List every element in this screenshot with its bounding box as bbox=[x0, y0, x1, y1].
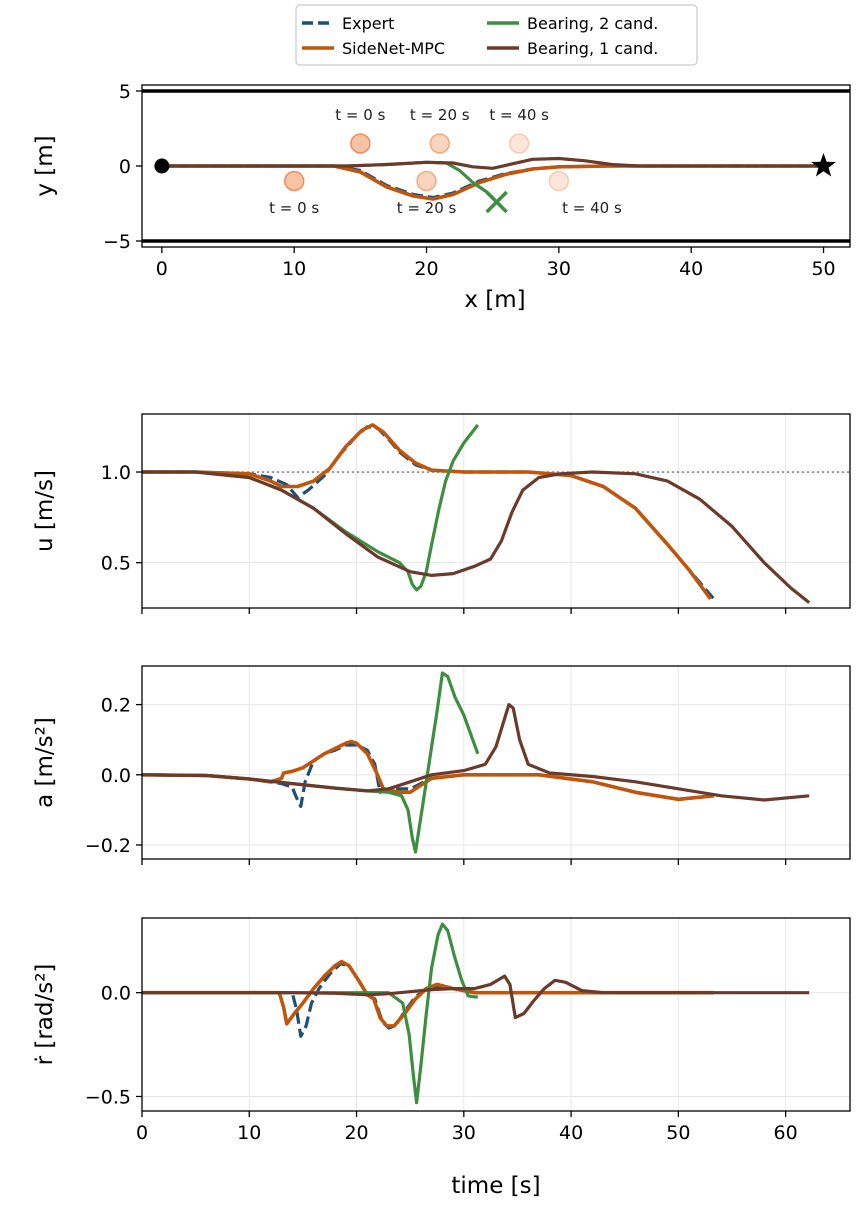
obstacle-marker bbox=[548, 170, 570, 192]
x-tick-label: 10 bbox=[237, 1122, 261, 1144]
series-line-bearing-1-cand bbox=[142, 703, 810, 802]
x-tick-label: 60 bbox=[774, 1122, 798, 1144]
crash-marker bbox=[485, 190, 508, 214]
y-axis-label: y [m] bbox=[32, 135, 58, 196]
y-tick-label: 0.0 bbox=[101, 983, 131, 1005]
time-annotation: t = 0 s bbox=[269, 199, 319, 217]
acceleration-panel: −0.2 0.0 0.2 a [m/s²] bbox=[32, 665, 851, 865]
x-tick-label: 10 bbox=[282, 258, 306, 280]
series-line-sidenet-mpc bbox=[142, 739, 714, 802]
axes-frame bbox=[141, 917, 851, 1112]
y-tick-label: 5 bbox=[119, 81, 131, 103]
series-line-sidenet-mpc bbox=[161, 164, 824, 201]
x-tick-label: 0 bbox=[156, 258, 168, 280]
legend-box bbox=[295, 4, 698, 66]
y-tick-label: −5 bbox=[103, 231, 131, 253]
series-line-bearing-2-cand bbox=[142, 922, 478, 1105]
time-annotation: t = 20 s bbox=[410, 106, 470, 124]
time-annotation: t = 20 s bbox=[397, 199, 457, 217]
series-line-sidenet-mpc bbox=[142, 423, 712, 600]
y-tick-label: 0 bbox=[119, 156, 131, 178]
y-tick-label: 1.0 bbox=[101, 462, 131, 484]
speed-panel: 0.5 1.0 u [m/s] bbox=[32, 413, 851, 614]
axes-frame bbox=[141, 413, 851, 609]
y-axis-label: u [m/s] bbox=[32, 470, 58, 552]
obstacle-marker bbox=[508, 133, 530, 154]
y-tick-label: −0.2 bbox=[85, 835, 131, 857]
x-axis-label: x [m] bbox=[464, 287, 525, 313]
x-tick-label: 40 bbox=[679, 258, 703, 280]
y-tick-label: 0.5 bbox=[101, 553, 131, 575]
goal-marker bbox=[811, 153, 836, 177]
x-axis-label: time [s] bbox=[451, 1173, 540, 1199]
trajectory-panel: t = 0 s t = 20 s t = 40 s t = 0 s t = 20 s t … bbox=[32, 81, 851, 313]
legend: Expert SideNet-MPC Bearing, 2 cand. Bearing… bbox=[295, 4, 698, 66]
series-line-bearing-1-cand bbox=[161, 156, 824, 170]
x-tick-label: 30 bbox=[547, 258, 571, 280]
x-tick-label: 50 bbox=[811, 258, 835, 280]
legend-label: Expert bbox=[342, 14, 394, 33]
legend-label: Bearing, 1 cand. bbox=[527, 39, 658, 58]
series-group bbox=[142, 922, 810, 1105]
y-axis-label: a [m/s²] bbox=[32, 717, 58, 808]
legend-label: Bearing, 2 cand. bbox=[527, 14, 658, 33]
x-tick-label: 50 bbox=[666, 1122, 690, 1144]
legend-label: SideNet-MPC bbox=[342, 39, 445, 58]
x-tick-label: 20 bbox=[414, 258, 438, 280]
start-marker bbox=[154, 158, 170, 174]
obstacle-marker bbox=[416, 170, 437, 192]
series-line-expert bbox=[161, 164, 824, 200]
series-group bbox=[142, 423, 811, 604]
y-tick-label: 0.0 bbox=[101, 765, 131, 787]
y-tick-label: 0.2 bbox=[101, 695, 131, 717]
obstacle-marker bbox=[350, 133, 371, 154]
x-tick-label: 0 bbox=[136, 1122, 148, 1144]
series-group bbox=[142, 671, 810, 854]
obstacle-marker bbox=[283, 170, 305, 192]
series-line-expert bbox=[142, 425, 716, 600]
yaw-acceleration-panel: 0 10 20 30 40 50 60 −0.5 0.0 time [s] ṙ [rad/s²] bbox=[32, 917, 851, 1199]
x-tick-label: 40 bbox=[559, 1122, 583, 1144]
time-annotation: t = 40 s bbox=[489, 106, 549, 124]
axes-frame bbox=[141, 665, 851, 860]
y-tick-label: −0.5 bbox=[85, 1086, 131, 1108]
series-line-bearing-1-cand bbox=[142, 974, 810, 1020]
x-tick-label: 30 bbox=[452, 1122, 476, 1144]
time-annotation: t = 40 s bbox=[562, 199, 622, 217]
y-axis-label: ṙ [rad/s²] bbox=[32, 964, 58, 1066]
time-annotation: t = 0 s bbox=[335, 106, 385, 124]
obstacle-marker bbox=[429, 133, 451, 154]
series-line-bearing-1-cand bbox=[142, 470, 811, 604]
x-tick-label: 20 bbox=[344, 1122, 368, 1144]
series-group bbox=[161, 156, 824, 204]
